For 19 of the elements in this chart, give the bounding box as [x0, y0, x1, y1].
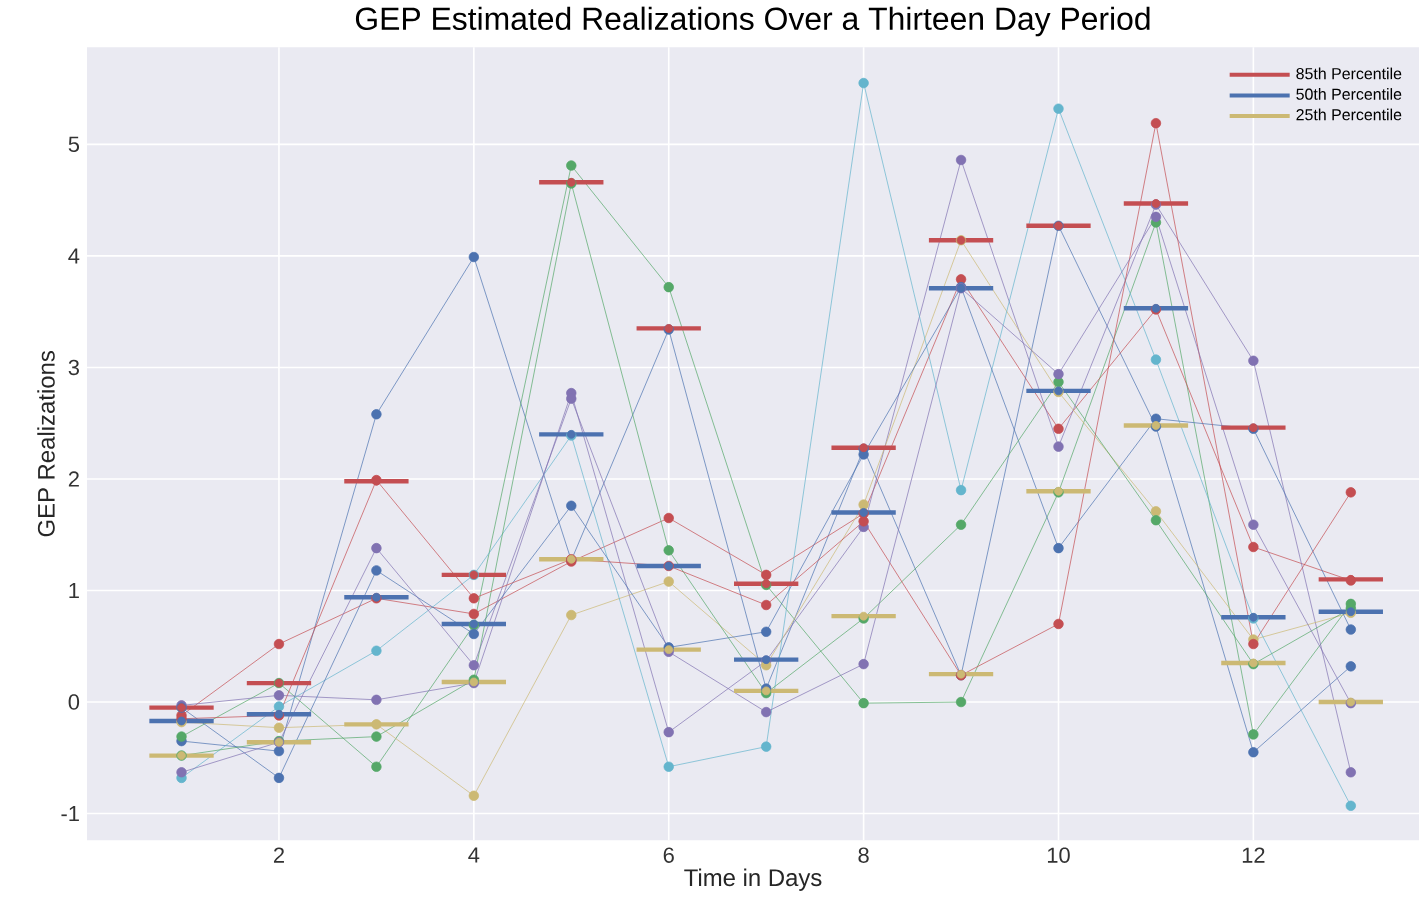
- y-tick-label: 2: [68, 471, 79, 487]
- x-tick-label: 8: [858, 847, 869, 863]
- legend-label: 50th Percentile: [1296, 87, 1402, 100]
- x-tick-label: 2: [273, 847, 284, 863]
- x-tick-label: 12: [1242, 847, 1265, 863]
- y-tick-label: 0: [68, 694, 80, 710]
- y-tick-label: 4: [68, 248, 80, 264]
- chart-title: GEP Estimated Realizations Over a Thirteen Day Period: [355, 6, 1150, 37]
- y-tick-label: -1: [61, 805, 79, 821]
- legend-label: 85th Percentile: [1296, 67, 1402, 80]
- x-axis-title: Time in Days: [684, 868, 822, 891]
- x-tick-label: 6: [663, 847, 674, 863]
- x-tick-label: 4: [468, 847, 480, 863]
- y-tick-label: 5: [68, 136, 80, 152]
- legend-label: 25th Percentile: [1296, 108, 1402, 121]
- y-tick-label: 1: [69, 582, 79, 598]
- x-tick-label: 10: [1047, 847, 1070, 863]
- y-tick-label: 3: [68, 359, 79, 376]
- y-axis-title: GEP Realizations: [37, 350, 55, 537]
